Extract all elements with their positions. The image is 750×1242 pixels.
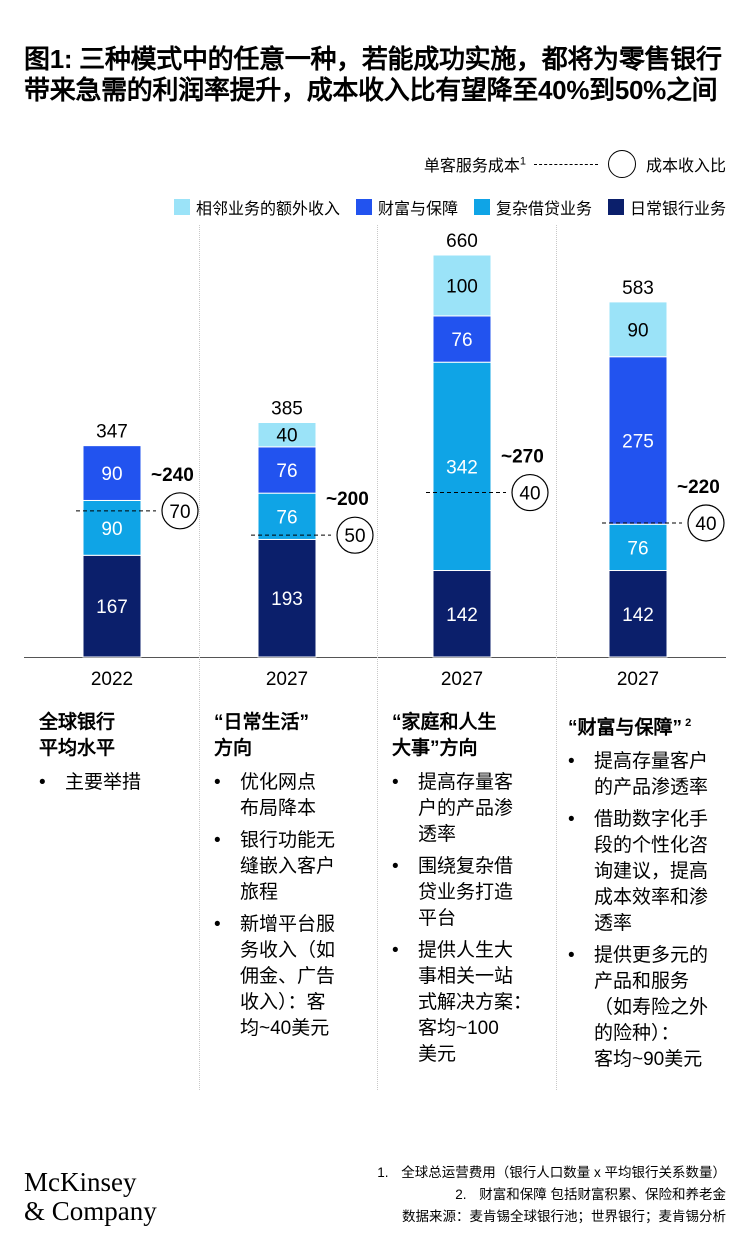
column-description-global-average: 全球银行平均水平主要举措	[39, 710, 189, 802]
legend-label: 相邻业务的额外收入	[195, 201, 340, 218]
cost-income-ratio-circle	[511, 473, 549, 512]
bar-segment	[257, 492, 317, 540]
column-heading: “财富与保障” 2	[568, 717, 692, 739]
column-heading: 全球银行 平均水平	[39, 712, 116, 759]
bar-value-label: 275	[622, 431, 654, 452]
legend-cost-income-ratio: 成本收入比	[645, 158, 726, 175]
column-separator	[377, 225, 378, 1090]
bar-value-label: 100	[446, 276, 478, 297]
bar-value-label: 40	[276, 426, 297, 447]
bar-segment	[608, 301, 668, 358]
legend-series: 相邻业务的额外收入 财富与保障 复杂借贷业务 日常银行业务	[173, 195, 726, 219]
bullet-list: 提高存量客户的产品渗透率借助数字化手段的个性化咨询建议，提高成本效率和渗透率提供…	[568, 749, 738, 1073]
bar-segment	[82, 499, 142, 556]
column-heading: “家庭和人生 大事”方向	[392, 712, 497, 759]
column-description-family-life-events: “家庭和人生大事”方向提高存量客户的产品渗透率围绕复杂借贷业务打造平台提供人生大…	[392, 710, 552, 1074]
bar-segment	[82, 554, 142, 658]
bar-value-label: 76	[276, 507, 297, 528]
bar-segment	[608, 356, 668, 525]
bar-total-label: 660	[446, 231, 478, 252]
bar-segment	[257, 422, 317, 448]
legend-cost-metrics: 单客服务成本1 成本收入比	[424, 148, 726, 180]
bullet-list: 主要举措	[39, 770, 189, 796]
legend-item: 相邻业务的额外收入	[173, 195, 340, 219]
bullet-list: 优化网点布局降本银行功能无缝嵌入客户旅程新增平台服务收入（如佣金、广告收入）：客…	[214, 770, 374, 1042]
footnotes: 1. 全球总运营费用（银行人口数量 x 平均银行关系数量） 2. 财富和保障 包括财…	[377, 1162, 726, 1228]
x-tick-label: 2022	[91, 669, 133, 690]
source-note: 数据来源：麦肯锡全球银行池；世界银行；麦肯锡分析	[402, 1209, 726, 1224]
legend-label: 日常银行业务	[629, 201, 726, 218]
mckinsey-logo: McKinsey & Company	[24, 1167, 157, 1226]
bar-segment	[432, 315, 492, 363]
footnote-2: 2. 财富和保障 包括财富积累、保险和养老金	[455, 1187, 726, 1202]
cost-income-ratio-label: 50	[344, 526, 365, 547]
chart-title: 图1: 三种模式中的任意一种，若能成功实施，都将为零售银行带来急需的利润率提升，…	[24, 44, 722, 105]
bar-value-label: 342	[446, 457, 478, 478]
circle-symbol	[607, 150, 636, 178]
column-description-wealth-protection: “财富与保障” 2 提高存量客户的产品渗透率借助数字化手段的个性化咨询建议，提高成…	[568, 710, 738, 1079]
cost-income-ratio-circle	[336, 516, 374, 554]
cost-per-customer-label: ~200	[326, 489, 369, 510]
bar-value-label: 90	[101, 464, 122, 485]
bar-segment	[608, 570, 668, 658]
legend-label: 财富与保障	[377, 201, 458, 218]
legend-swatch	[607, 199, 624, 215]
bullet-list: 提高存量客户的产品渗透率围绕复杂借贷业务打造平台提供人生大事相关一站式解决方案：…	[392, 770, 552, 1068]
cost-income-ratio-circle	[161, 492, 199, 530]
cost-per-customer-label: ~240	[151, 465, 194, 486]
legend-item: 日常银行业务	[607, 195, 726, 219]
bar-value-label: 193	[271, 589, 303, 610]
cost-income-ratio-circle	[687, 504, 725, 542]
cost-income-ratio-label: 40	[695, 514, 716, 535]
x-tick-label: 2027	[441, 669, 483, 690]
cost-per-customer-label: ~220	[677, 477, 720, 498]
bar-value-label: 76	[627, 538, 648, 559]
column-description-daily-life: “日常生活”方向优化网点布局降本银行功能无缝嵌入客户旅程新增平台服务收入（如佣金…	[214, 710, 374, 1048]
column-separator	[199, 225, 200, 1090]
cost-income-ratio-label: 40	[519, 484, 540, 505]
x-tick-label: 2027	[266, 669, 308, 690]
bar-value-label: 90	[101, 519, 122, 540]
x-tick-label: 2027	[617, 669, 659, 690]
stacked-bar-chart: 167 90 90 347 2022 ~240 70 193 76 76 40 385 2027 ~200…	[24, 231, 726, 690]
bar-value-label: 142	[446, 605, 478, 626]
column-heading: “日常生活” 方向	[214, 712, 310, 759]
column-separator	[556, 225, 557, 1090]
bar-total-label: 583	[622, 278, 654, 299]
bar-segment	[608, 523, 668, 572]
bar-value-label: 76	[276, 461, 297, 482]
legend-item: 复杂借贷业务	[473, 195, 592, 219]
bullet-item: 主要举措	[39, 770, 189, 796]
legend-swatch	[173, 199, 190, 215]
bar-value-label: 167	[96, 597, 128, 618]
bar-total-label: 385	[271, 399, 303, 420]
bar-segment	[432, 361, 492, 572]
legend-label: 复杂借贷业务	[495, 201, 592, 218]
bar-segment	[257, 446, 317, 494]
dashed-line-symbol	[533, 163, 598, 165]
bar-value-label: 76	[451, 330, 472, 351]
bar-value-label: 142	[622, 605, 654, 626]
legend-swatch	[473, 199, 490, 215]
footnote-1: 1. 全球总运营费用（银行人口数量 x 平均银行关系数量）	[377, 1165, 726, 1180]
bar-value-label: 90	[627, 320, 648, 341]
legend-item: 财富与保障	[355, 195, 458, 219]
bar-segment	[82, 445, 142, 501]
bar-segment	[432, 254, 492, 317]
bar-segment	[432, 570, 492, 658]
bar-total-label: 347	[96, 422, 128, 443]
cost-income-ratio-label: 70	[169, 502, 190, 523]
legend-swatch	[355, 199, 372, 215]
cost-per-customer-label: ~270	[501, 447, 544, 468]
legend-cost-per-customer: 单客服务成本1	[423, 155, 526, 175]
